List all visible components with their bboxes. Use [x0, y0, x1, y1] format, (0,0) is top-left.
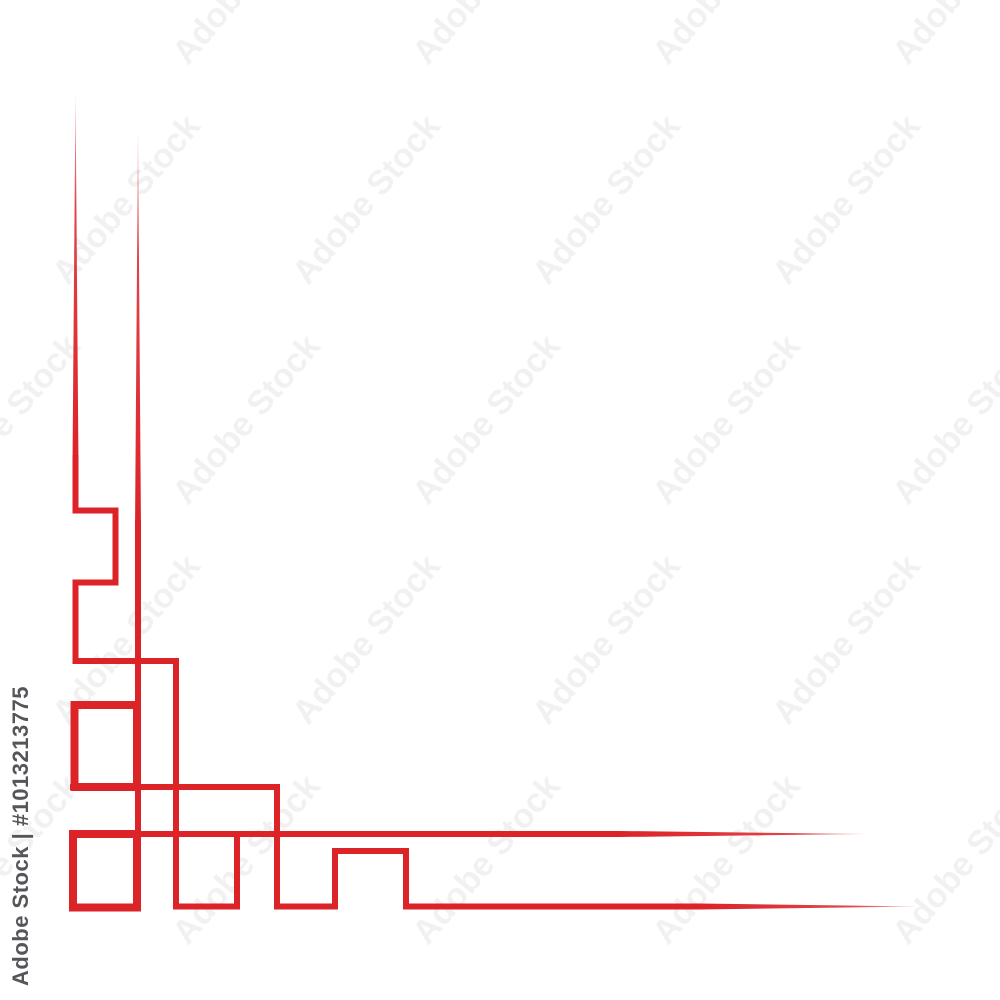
ornament-horizontal-taper-tip	[620, 831, 868, 837]
ornament-left-line-taper-tip	[72, 93, 79, 465]
adobe-stock-id-watermark: Adobe Stock | #1013213775	[8, 686, 33, 986]
ornament-upper-thick-square	[70, 701, 141, 791]
ornament-lower-thick-square	[69, 830, 141, 912]
ornament-left-meander-path	[72, 455, 240, 910]
ornament-baseline-taper-tip	[700, 903, 918, 910]
ornament-step-and-bridge-path	[70, 784, 700, 910]
ornament-second-line-taper-tip	[135, 130, 141, 530]
